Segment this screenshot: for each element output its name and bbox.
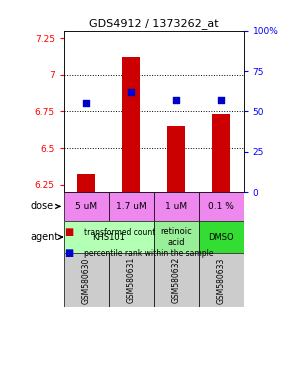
Text: GSM580630: GSM580630 [82,257,91,303]
Text: GSM580631: GSM580631 [127,257,136,303]
Text: ■: ■ [64,248,73,258]
Text: 1.7 uM: 1.7 uM [116,202,147,211]
Text: retinoic
acid: retinoic acid [160,227,192,247]
Bar [199,221,244,253]
Bar [154,192,199,221]
Text: 1 uM: 1 uM [165,202,187,211]
Bar [64,221,154,253]
Text: 0.1 %: 0.1 % [208,202,234,211]
Bar [199,192,244,221]
Bar [212,114,230,192]
Bar [154,253,199,307]
Bar [77,174,95,192]
Text: agent: agent [30,232,62,242]
Bar [199,253,244,307]
Bar [167,126,185,192]
Point [84,100,89,106]
Title: GDS4912 / 1373262_at: GDS4912 / 1373262_at [89,18,218,30]
Text: ■: ■ [64,227,73,237]
Point [129,89,133,95]
Text: dose: dose [30,201,59,212]
Bar [122,57,140,192]
Text: KHS101: KHS101 [92,233,125,242]
Point [174,97,179,103]
Text: 5 uM: 5 uM [75,202,97,211]
Bar [154,221,199,253]
Text: GSM580632: GSM580632 [172,257,181,303]
Text: transformed count: transformed count [84,228,155,237]
Bar [109,192,154,221]
Text: DMSO: DMSO [208,233,234,242]
Bar [64,192,109,221]
Bar [64,253,109,307]
Text: GSM580633: GSM580633 [217,257,226,303]
Point [219,97,223,103]
Text: percentile rank within the sample: percentile rank within the sample [84,249,214,258]
Bar [109,253,154,307]
